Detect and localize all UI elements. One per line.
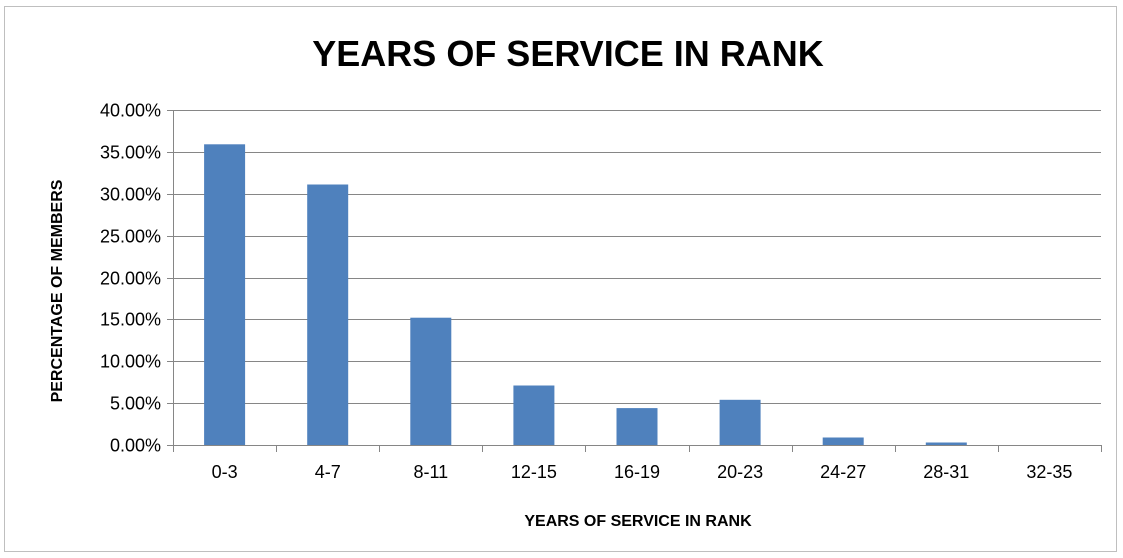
- y-tick-labels: 0.00% 5.00% 10.00% 15.00% 20.00% 25.00% 30.00%…: [100, 101, 161, 456]
- y-tick-label: 35.00%: [100, 143, 161, 163]
- y-tick-label: 5.00%: [110, 394, 161, 414]
- y-axis-label: PERCENTAGE OF MEMBERS: [49, 179, 66, 402]
- gridlines: [167, 110, 1102, 452]
- y-tick-label: 40.00%: [100, 101, 161, 121]
- y-tick-label: 10.00%: [100, 352, 161, 372]
- x-tick-label: 32-35: [1026, 462, 1072, 482]
- x-tick-label: 4-7: [315, 462, 341, 482]
- bar-8-11: [410, 317, 452, 445]
- x-tick-label: 8-11: [413, 462, 448, 482]
- x-tick-label: 24-27: [820, 462, 866, 482]
- y-tick-label: 30.00%: [100, 185, 161, 205]
- y-tick-label: 25.00%: [100, 227, 161, 247]
- chart-title: YEARS OF SERVICE IN RANK: [312, 33, 823, 74]
- x-axis-label: YEARS OF SERVICE IN RANK: [524, 513, 752, 530]
- bar-16-19: [616, 408, 658, 445]
- x-tick-labels: 0-3 4-7 8-11 12-15 16-19 20-23 24-27 28-31 32-35: [212, 462, 1073, 482]
- x-tick-label: 0-3: [212, 462, 238, 482]
- bar-20-23: [719, 399, 761, 445]
- x-tick-label: 16-19: [614, 462, 660, 482]
- bar-4-7: [307, 184, 349, 445]
- y-tick-label: 20.00%: [100, 269, 161, 289]
- x-tick-label: 20-23: [717, 462, 763, 482]
- x-tick-label: 12-15: [511, 462, 557, 482]
- bar-0-3: [204, 144, 246, 446]
- bars: [204, 144, 967, 446]
- bar-12-15: [513, 385, 555, 445]
- bar-24-27: [822, 437, 864, 445]
- x-tick-label: 28-31: [923, 462, 969, 482]
- y-tick-label: 0.00%: [110, 436, 161, 456]
- y-tick-label: 15.00%: [100, 310, 161, 330]
- bar-28-31: [925, 442, 967, 445]
